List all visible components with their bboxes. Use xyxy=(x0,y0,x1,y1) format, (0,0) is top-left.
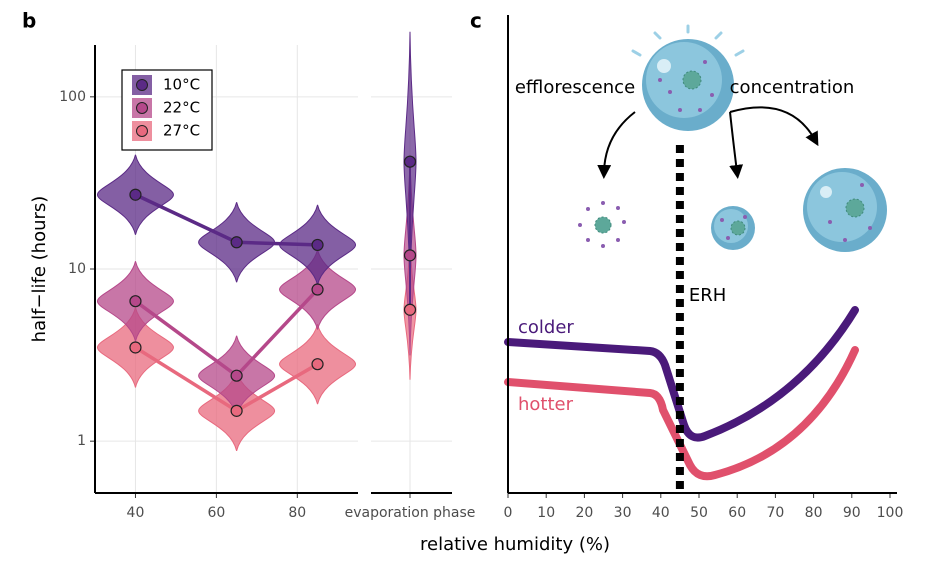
hotter-curve xyxy=(504,346,859,481)
legend: 10°C 22°C 27°C xyxy=(121,69,213,151)
x-tick-label: evaporation phase xyxy=(345,505,476,521)
point xyxy=(129,295,142,308)
panel-label: b xyxy=(22,9,36,33)
x-tick-label: 60 xyxy=(207,505,225,521)
legend-marker xyxy=(136,79,148,91)
annotation: colder xyxy=(518,317,574,338)
x-tick-label: 40 xyxy=(127,505,145,521)
colder-curve xyxy=(504,306,859,442)
point xyxy=(311,358,324,371)
point xyxy=(403,155,417,168)
panel-label: c xyxy=(470,9,482,33)
x-tick-label: 80 xyxy=(288,505,306,521)
point xyxy=(230,236,243,249)
x-tick-label: 60 xyxy=(728,505,746,521)
annotation: concentration xyxy=(730,77,855,98)
legend-marker xyxy=(136,125,148,137)
x-tick-label: 50 xyxy=(690,505,708,521)
x-tick-label: 80 xyxy=(805,505,823,521)
legend-label: 27°C xyxy=(163,122,200,140)
x-tick-label: 30 xyxy=(614,505,632,521)
x-tick-label: 40 xyxy=(652,505,670,521)
x-tick-label: 90 xyxy=(843,505,861,521)
y-tick-label: 10 xyxy=(68,261,86,277)
y-axis-label: half−life (hours) xyxy=(29,196,50,343)
annotation: hotter xyxy=(518,394,574,415)
point xyxy=(311,238,324,252)
x-tick-label: 0 xyxy=(504,505,513,521)
x-tick-label: 70 xyxy=(766,505,784,521)
y-tick-label: 100 xyxy=(59,89,86,105)
erh-label: ERH xyxy=(689,285,726,306)
annotation: efflorescence xyxy=(515,77,635,98)
point xyxy=(230,369,243,382)
x-tick-label: 100 xyxy=(877,505,904,521)
point xyxy=(129,341,142,354)
point xyxy=(403,303,417,316)
x-tick-label: 10 xyxy=(537,505,555,521)
y-tick-label: 1 xyxy=(77,433,86,449)
point xyxy=(230,404,243,417)
point xyxy=(311,283,324,296)
point xyxy=(129,188,142,201)
droplet-illustration xyxy=(578,24,887,252)
legend-label: 10°C xyxy=(163,76,200,94)
point xyxy=(403,249,417,262)
x-tick-label: 20 xyxy=(575,505,593,521)
legend-label: 22°C xyxy=(163,99,200,117)
x-axis-label: relative humidity (%) xyxy=(420,534,610,555)
legend-marker xyxy=(136,102,148,114)
